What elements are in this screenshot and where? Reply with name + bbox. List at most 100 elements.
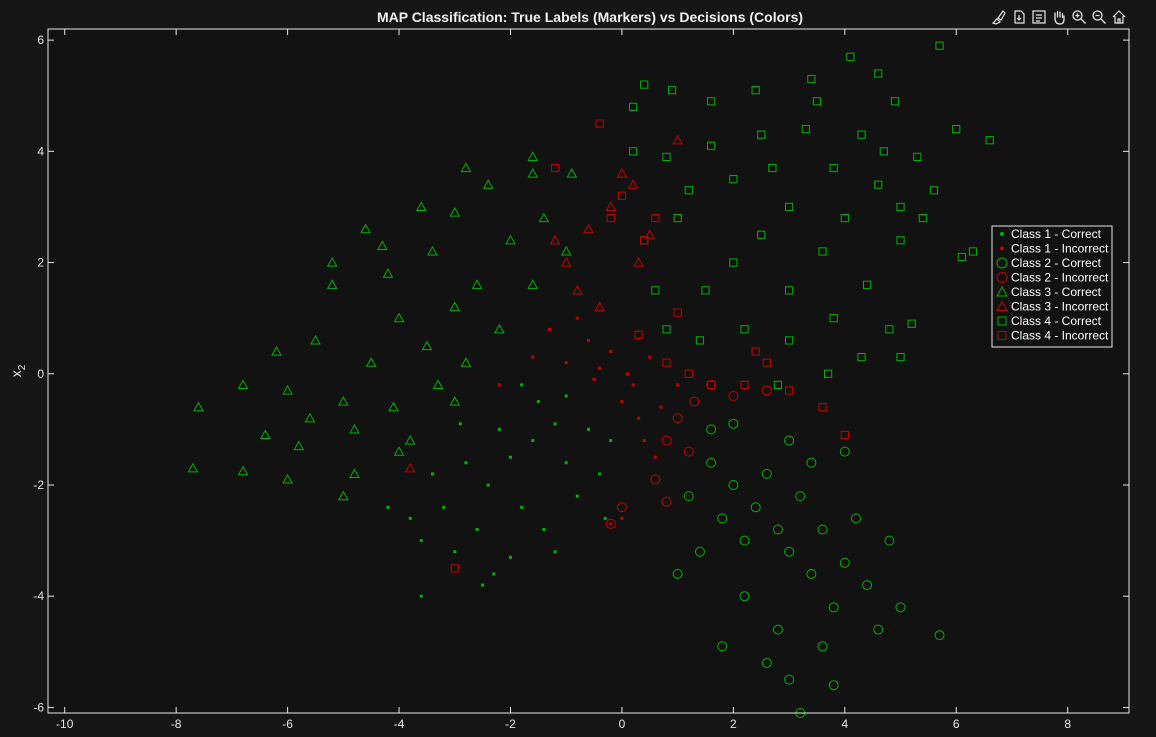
class-3-correct-point-33	[393, 446, 405, 456]
class-4-correct-point-30	[628, 102, 638, 111]
legend-label-0: Class 1 - Correct	[1011, 227, 1102, 241]
class-1-correct-point-20	[603, 516, 607, 520]
class-1-correct-point-11	[575, 494, 579, 498]
class-3-correct-point-7	[471, 279, 483, 289]
class-3-correct-point-29	[187, 462, 199, 473]
class-3-correct-point-9	[538, 212, 550, 223]
class-4-correct-point-23	[846, 52, 855, 61]
class-4-correct-point-44	[896, 352, 905, 362]
class-2-incorrect-point-7	[683, 446, 694, 457]
class-2-correct-point-31	[761, 657, 772, 668]
class-4-correct-point-19	[968, 247, 978, 256]
class-4-correct-point-35	[662, 152, 671, 162]
class-4-incorrect-point-2	[640, 236, 649, 245]
class-4-incorrect-point-5	[617, 191, 627, 200]
class-4-incorrect-point-16	[740, 380, 749, 390]
plot-area[interactable]	[48, 29, 1129, 713]
class-1-correct-point-6	[587, 427, 590, 431]
class-1-incorrect-point-16	[620, 516, 624, 520]
class-3-correct-point-32	[337, 490, 349, 501]
x-tick-label-0: 0	[619, 717, 626, 731]
class-2-correct-point-24	[895, 602, 906, 613]
class-3-incorrect-point-4	[572, 284, 583, 295]
data-points	[187, 41, 994, 718]
class-2-correct-point-22	[850, 513, 861, 524]
legend-marker-4	[996, 285, 1008, 297]
class-2-correct-point-13	[828, 602, 839, 613]
class-1-incorrect-point-14	[676, 383, 680, 387]
class-1-incorrect-point-18	[497, 383, 501, 387]
class-4-correct-point-29	[640, 80, 649, 89]
class-2-correct-point-26	[817, 641, 828, 652]
class-2-correct-point-12	[862, 580, 873, 591]
class-2-correct-point-5	[806, 568, 817, 579]
class-1-incorrect-point-0	[598, 366, 602, 370]
class-2-incorrect-point-6	[661, 496, 672, 507]
y-tick-label-4: 4	[37, 144, 44, 158]
axes-toolbar	[990, 7, 1128, 27]
zoom-out-icon[interactable]	[1090, 8, 1108, 26]
class-4-correct-point-22	[935, 41, 944, 50]
class-1-correct-point-3	[486, 483, 490, 487]
brush-icon[interactable]	[990, 8, 1008, 26]
class-4-correct-point-9	[874, 180, 883, 189]
class-3-correct-point-20	[449, 206, 461, 217]
class-1-incorrect-point-19	[531, 355, 535, 359]
class-3-correct-point-25	[326, 279, 338, 289]
class-1-correct-point-23	[564, 394, 568, 398]
class-4-incorrect-point-8	[706, 380, 716, 390]
class-4-correct-point-15	[896, 236, 905, 245]
class-3-incorrect-point-5	[644, 229, 656, 239]
class-4-correct-point-20	[952, 124, 961, 134]
class-4-correct-point-10	[695, 336, 705, 345]
pan-hand-icon[interactable]	[1050, 8, 1068, 26]
axis-ticks: -10 -8 -6 -4 -2 0 2 4 6 8 -6 -4 -2 0 2 4 6	[33, 29, 1129, 731]
class-4-correct-point-11	[740, 325, 749, 334]
class-1-correct-point-28	[386, 505, 390, 509]
class-2-correct-point-20	[784, 435, 795, 446]
class-4-correct-point-13	[829, 314, 838, 323]
class-3-correct-point-41	[432, 379, 444, 390]
class-2-correct-point-0	[728, 480, 739, 490]
y-tick-label-2: 2	[37, 256, 44, 270]
class-1-incorrect-point-6	[637, 416, 641, 420]
zoom-in-icon[interactable]	[1070, 8, 1088, 26]
class-2-correct-point-29	[934, 630, 945, 641]
class-2-correct-point-16	[694, 546, 705, 557]
x-tick-label--2: -2	[505, 717, 516, 731]
class-4-incorrect-point-1	[651, 213, 660, 223]
class-4-incorrect-point-0	[595, 119, 604, 128]
class-4-correct-point-32	[812, 97, 822, 106]
class-3-correct-point-16	[460, 357, 472, 367]
class-3-correct-point-21	[482, 179, 494, 189]
legend-marker-3	[996, 272, 1008, 283]
class-1-correct-point-18	[408, 516, 412, 520]
class-2-correct-point-32	[828, 680, 839, 691]
class-2-correct-point-4	[784, 546, 795, 557]
class-3-incorrect-point-10	[404, 462, 416, 473]
class-4-correct-point-6	[784, 286, 794, 295]
class-4-correct-point-43	[907, 319, 916, 328]
export-icon[interactable]	[1010, 8, 1028, 26]
class-1-incorrect-point-2	[626, 372, 630, 376]
class-4-correct-point-49	[879, 147, 888, 156]
class-2-correct-point-6	[739, 535, 750, 546]
legend-label-4: Class 3 - Correct	[1011, 285, 1102, 299]
y-tick-label-6: 6	[37, 33, 44, 47]
class-4-incorrect-point-15	[673, 308, 682, 317]
class-3-incorrect-point-7	[672, 134, 684, 145]
class-3-correct-point-35	[527, 151, 539, 162]
class-4-correct-point-36	[706, 141, 716, 150]
class-3-correct-point-19	[560, 245, 572, 256]
legend-label-5: Class 3 - Incorrect	[1011, 300, 1109, 314]
y-tick-label--4: -4	[33, 589, 44, 603]
y-tick-label-0: 0	[37, 367, 44, 381]
home-icon[interactable]	[1110, 8, 1128, 26]
class-4-incorrect-point-13	[450, 564, 459, 573]
class-3-correct-point-22	[527, 168, 539, 178]
class-2-correct-point-18	[706, 424, 717, 435]
class-3-correct-point-42	[349, 423, 360, 434]
class-4-incorrect-point-12	[840, 430, 849, 440]
datatip-icon[interactable]	[1030, 8, 1048, 26]
